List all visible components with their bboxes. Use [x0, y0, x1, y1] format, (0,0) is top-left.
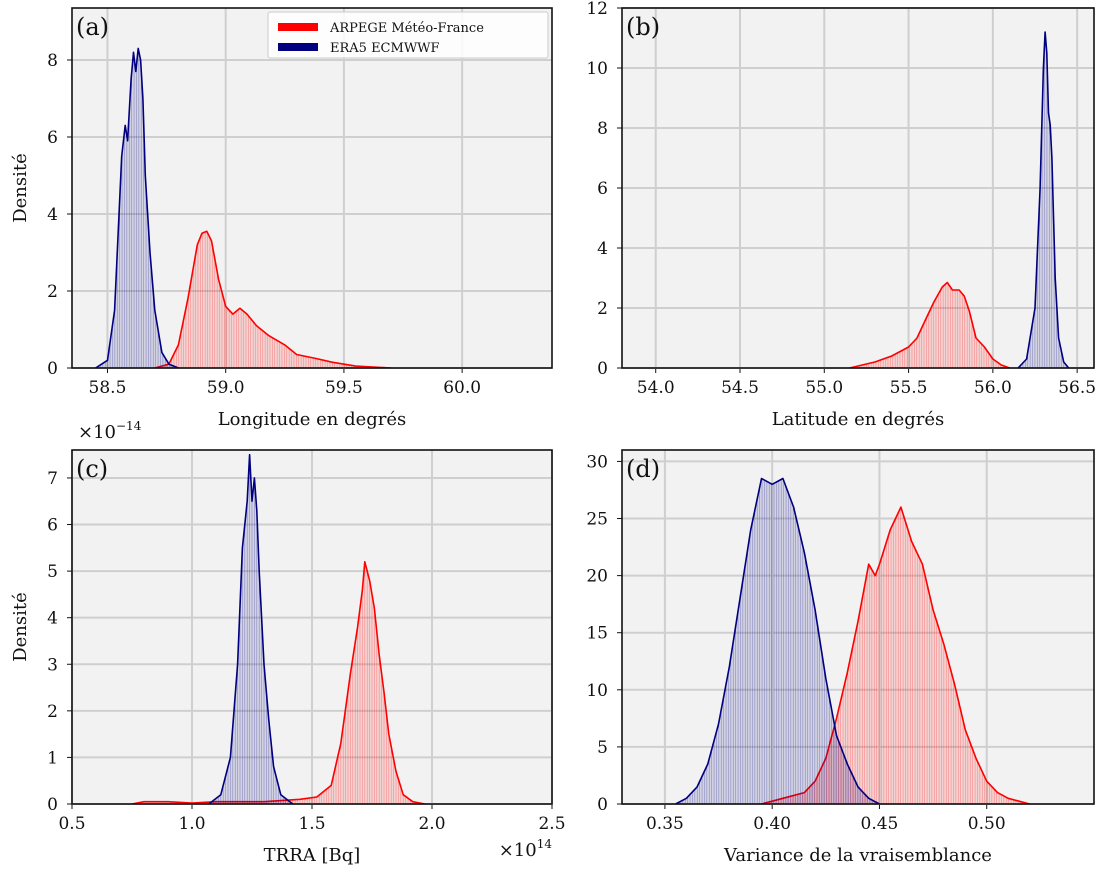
x-axis-label: Longitude en degrés [218, 409, 407, 430]
y-tick-label: 8 [47, 51, 58, 71]
series-fill [761, 507, 1030, 804]
y-scale-label: ×10−14 [78, 419, 142, 443]
series-line [95, 47, 179, 368]
x-tick-label: 58.5 [89, 378, 127, 398]
series-fill [1018, 32, 1069, 368]
y-tick-label: 8 [597, 119, 608, 139]
legend-swatch [278, 23, 318, 31]
y-tick-label: 1 [47, 748, 58, 768]
series-line [154, 230, 392, 368]
x-tick-label: 0.5 [58, 814, 85, 834]
panel-a: 58.5 59.0 59.5 60.0 0 2 4 6 8 (a) Longitude en deg… [10, 7, 553, 430]
panel-label: (b) [626, 13, 660, 41]
panel-d: 0.35 0.40 0.45 0.50 0 5 10 15 20 25 30 (d) Variance … [586, 449, 1095, 866]
y-tick-label: 0 [597, 359, 608, 379]
plot-frame [621, 7, 1095, 369]
x-scale-label: ×1014 [499, 837, 553, 861]
x-tick-label: 55.0 [805, 378, 843, 398]
series-fill [154, 231, 392, 368]
x-tick-label: 0.50 [968, 814, 1006, 834]
y-tick-label: 2 [47, 702, 58, 722]
y-axis-label: Densité [10, 153, 31, 223]
y-tick-label: 5 [597, 738, 608, 758]
y-tick-label: 4 [597, 239, 608, 259]
x-tick-label: 1.0 [178, 814, 205, 834]
x-tick-label: 54.0 [637, 378, 675, 398]
panel-label: (d) [626, 455, 660, 483]
series-line [208, 453, 294, 804]
y-tick-label: 5 [47, 562, 58, 582]
series-fill [849, 282, 1010, 368]
x-tick-label: 2.0 [418, 814, 445, 834]
series-line [849, 281, 1010, 368]
y-axis-label: Densité [10, 592, 31, 662]
x-tick-label: 0.45 [861, 814, 899, 834]
y-tick-label: 10 [586, 59, 608, 79]
plot-frame [71, 449, 553, 805]
y-tick-label: 10 [586, 681, 608, 701]
x-axis-label: Latitude en degrés [772, 409, 945, 430]
y-tick-label: 25 [586, 510, 608, 530]
plot-frame [621, 449, 1095, 805]
series-line [131, 561, 425, 804]
y-tick-label: 6 [47, 516, 58, 536]
panel-c: 0.5 1.0 1.5 2.0 2.5 0 1 2 3 4 5 6 7 (c) TRRA [Bq] Densi… [10, 419, 566, 866]
y-tick-label: 20 [586, 567, 608, 587]
series-line [675, 477, 880, 804]
series-fill [132, 561, 425, 804]
legend-swatch [278, 43, 318, 51]
y-tick-label: 2 [597, 299, 608, 319]
y-tick-label: 7 [47, 469, 58, 489]
legend-item: ERA5 ECMWWF [330, 41, 440, 56]
x-tick-label: 0.40 [753, 814, 791, 834]
y-tick-label: 15 [586, 624, 608, 644]
x-tick-label: 56.0 [974, 378, 1012, 398]
x-tick-label: 59.0 [207, 378, 245, 398]
y-tick-label: 30 [586, 452, 608, 472]
panel-label: (a) [76, 13, 109, 41]
y-tick-label: 4 [47, 205, 58, 225]
plot-background [622, 450, 1094, 804]
x-tick-label: 59.5 [325, 378, 363, 398]
series-line [761, 506, 1030, 804]
y-tick-label: 0 [47, 795, 58, 815]
x-tick-label: 2.5 [538, 814, 565, 834]
panel-b: 54.0 54.5 55.0 55.5 56.0 56.5 0 2 4 6 8 10 12 (b) Lati… [586, 0, 1096, 430]
x-axis-label: TRRA [Bq] [264, 845, 361, 866]
x-tick-label: 55.5 [890, 378, 928, 398]
series-fill [208, 454, 293, 804]
y-tick-label: 0 [47, 359, 58, 379]
x-axis-label: Variance de la vraisemblance [723, 845, 992, 866]
y-tick-label: 6 [47, 128, 58, 148]
x-tick-label: 56.5 [1058, 378, 1096, 398]
series-line [1017, 31, 1070, 368]
y-tick-label: 6 [597, 179, 608, 199]
y-tick-label: 4 [47, 609, 58, 629]
plot-background [72, 8, 552, 368]
x-tick-label: 54.5 [721, 378, 759, 398]
series-fill [675, 478, 880, 804]
y-tick-label: 2 [47, 282, 58, 302]
y-tick-label: 12 [586, 0, 608, 19]
legend: ARPEGE Météo-France ERA5 ECMWWF [267, 11, 549, 59]
plot-frame [71, 7, 553, 369]
y-tick-label: 0 [597, 795, 608, 815]
x-tick-label: 0.35 [646, 814, 684, 834]
legend-item: ARPEGE Météo-France [329, 21, 484, 36]
x-tick-label: 60.0 [443, 378, 481, 398]
legend-box [267, 11, 549, 59]
y-tick-label: 3 [47, 655, 58, 675]
panel-label: (c) [76, 455, 108, 483]
x-tick-label: 1.5 [298, 814, 325, 834]
